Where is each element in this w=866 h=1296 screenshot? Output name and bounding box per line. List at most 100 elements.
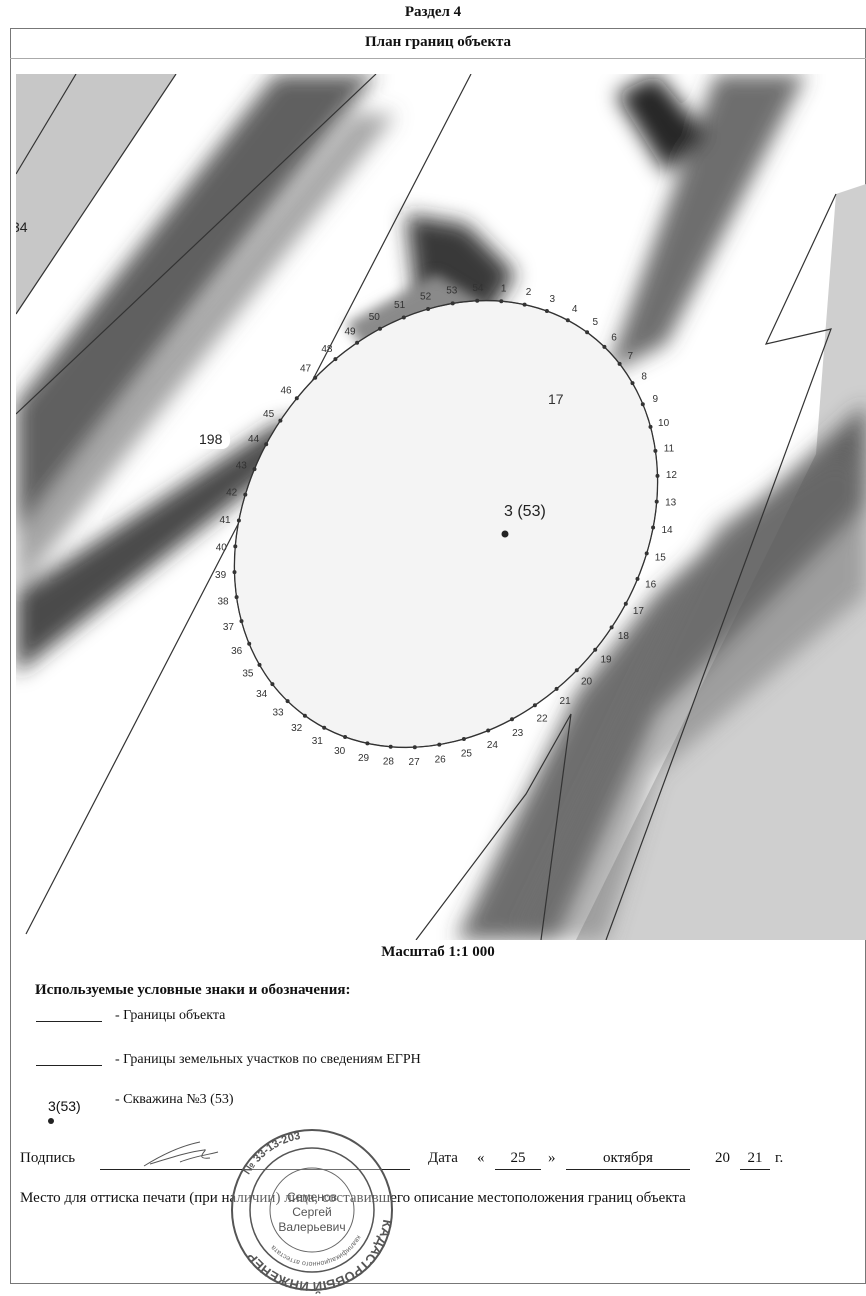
vertex-point <box>388 744 393 749</box>
vertex-point <box>264 442 269 447</box>
vertex-point <box>499 299 504 304</box>
seal-place-text: Место для оттиска печати (при наличии) л… <box>20 1190 686 1206</box>
signature-label: Подпись <box>20 1150 76 1166</box>
vertex-label: 46 <box>280 385 292 396</box>
vertex-label: 14 <box>661 525 673 536</box>
vertex-point <box>243 492 248 497</box>
vertex-point <box>278 418 283 423</box>
vertex-label: 9 <box>653 394 659 405</box>
vertex-point <box>609 625 614 630</box>
vertex-label: 54 <box>472 283 484 294</box>
vertex-label: 6 <box>611 333 617 344</box>
vertex-label: 36 <box>231 646 243 657</box>
legend-well-symbol-label: 3(53) <box>48 1098 81 1114</box>
vertex-point <box>593 647 598 652</box>
vertex-point <box>247 641 252 646</box>
date-year-prefix: 20 <box>715 1150 730 1166</box>
vertex-label: 41 <box>219 515 231 526</box>
vertex-point <box>654 499 659 504</box>
plan-title: План границ объекта <box>364 34 512 50</box>
well-point <box>501 530 509 538</box>
vertex-label: 38 <box>217 596 229 607</box>
vertex-label: 15 <box>655 553 667 564</box>
date-quote-close: » <box>548 1150 556 1166</box>
vertex-label: 42 <box>226 488 238 499</box>
vertex-point <box>257 662 262 667</box>
vertex-point <box>532 703 537 708</box>
vertex-label: 28 <box>383 757 395 768</box>
vertex-point <box>378 326 382 331</box>
vertex-point <box>233 544 238 549</box>
vertex-label: 26 <box>435 755 447 766</box>
signature-line <box>100 1169 410 1170</box>
date-year-unit: г. <box>775 1150 784 1166</box>
vertex-label: 4 <box>572 304 578 315</box>
date-month-line <box>566 1169 690 1170</box>
vertex-label: 5 <box>593 317 599 328</box>
date-day: 25 <box>510 1150 526 1166</box>
vertex-label: 47 <box>300 364 312 375</box>
vertex-point <box>651 525 656 530</box>
legend-item-label: - Границы земельных участков по сведения… <box>115 1052 421 1067</box>
handwritten-signature <box>143 1141 219 1167</box>
vertex-point <box>355 340 360 345</box>
boundary-vertices: 1 234567891011121314151617181920212223242… <box>215 283 677 768</box>
vertex-label: 31 <box>312 736 324 747</box>
vertex-point <box>623 601 628 606</box>
date-day-line <box>495 1169 541 1170</box>
vertex-point <box>252 467 257 472</box>
vertex-label: 11 <box>664 444 675 455</box>
vertex-point <box>475 298 480 303</box>
vertex-point <box>522 302 527 307</box>
legend-object-boundary-line <box>36 1021 102 1022</box>
vertex-point <box>333 357 338 362</box>
vertex-label: 2 <box>526 287 532 298</box>
vertex-point <box>343 735 348 739</box>
vertex-point <box>640 402 645 407</box>
vertex-point <box>565 318 570 323</box>
boundary-plan-map: 1 234567891011121314151617181920212223242… <box>16 74 866 940</box>
vertex-label: 51 <box>394 300 406 311</box>
date-year-line <box>740 1169 770 1170</box>
vertex-label: 22 <box>536 713 548 724</box>
vertex-point <box>574 668 579 673</box>
title-divider <box>10 58 866 59</box>
parcel-label-198: 198 <box>199 431 223 447</box>
legend-item-label: - Границы объекта <box>115 1008 226 1023</box>
vertex-point <box>602 344 607 349</box>
vertex-label: 24 <box>487 740 499 751</box>
vertex-label: 25 <box>461 749 473 760</box>
vertex-label: 45 <box>263 409 275 420</box>
vertex-label: 44 <box>248 434 260 445</box>
cadastral-engineer-stamp: КАДАСТРОВЫЙ ИНЖЕНЕР квалификационного ат… <box>231 1129 395 1294</box>
vertex-point <box>365 741 370 746</box>
vertex-label: 17 <box>633 606 645 617</box>
vertex-point <box>313 375 318 380</box>
vertex-label: 33 <box>272 707 284 718</box>
vertex-point <box>270 682 275 687</box>
vertex-label: 35 <box>242 669 254 680</box>
vertex-point <box>655 473 660 478</box>
vertex-label: 49 <box>344 327 356 338</box>
parcel-label-34: 34 <box>16 219 28 235</box>
well-label: 3 (53) <box>504 503 546 520</box>
vertex-label: 50 <box>369 312 381 323</box>
vertex-label: 39 <box>215 570 227 581</box>
vertex-label: 52 <box>420 291 432 302</box>
parcel-gray-right <box>576 184 866 940</box>
legend-parcel-boundary-line <box>36 1065 102 1066</box>
scale-label: Масштаб 1:1 000 <box>381 944 495 960</box>
vertex-point <box>653 448 658 453</box>
vertex-label: 29 <box>358 753 370 764</box>
vertex-point <box>486 728 491 733</box>
vertex-label: 20 <box>581 676 593 687</box>
vertex-label: 16 <box>645 580 657 591</box>
vertex-label: 27 <box>409 757 421 768</box>
vertex-label: 32 <box>291 723 303 734</box>
date-quote-open: « <box>477 1150 485 1166</box>
vertex-label: 21 <box>560 696 572 707</box>
vertex-label: 3 <box>550 294 556 305</box>
vertex-point <box>648 424 653 429</box>
parcel-label-17: 17 <box>548 391 564 407</box>
vertex-point <box>239 619 244 624</box>
